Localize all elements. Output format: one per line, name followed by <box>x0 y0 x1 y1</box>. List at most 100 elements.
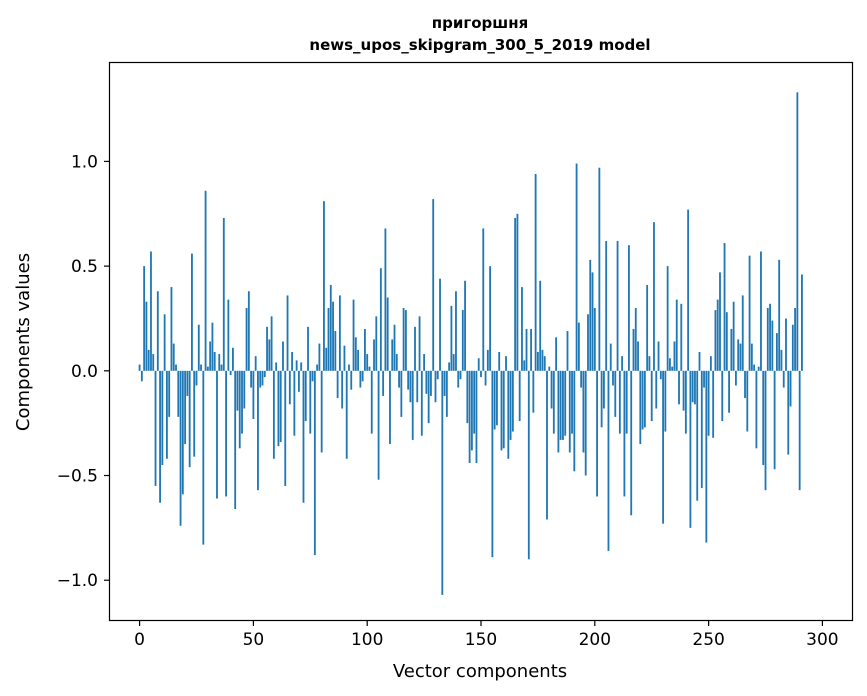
bar <box>439 278 441 371</box>
bar <box>582 370 585 453</box>
bar <box>432 199 435 371</box>
bar <box>441 370 444 595</box>
bar <box>300 362 303 371</box>
bar <box>286 295 289 371</box>
bar <box>600 370 603 428</box>
bar <box>150 251 152 371</box>
bar <box>143 266 146 371</box>
bar <box>298 370 300 392</box>
bar <box>373 339 375 371</box>
bar <box>773 370 776 470</box>
bar <box>678 370 680 405</box>
bar <box>350 370 353 390</box>
bar <box>334 331 337 371</box>
bar <box>486 349 489 371</box>
bar <box>653 222 655 371</box>
y-tick-label: 0.5 <box>71 257 98 277</box>
bar <box>632 328 635 371</box>
bar <box>662 370 664 524</box>
bar <box>769 303 771 371</box>
bar <box>411 370 414 440</box>
bar <box>755 370 758 449</box>
bar <box>500 370 503 451</box>
bar <box>379 268 382 371</box>
bar <box>598 167 601 371</box>
bar <box>659 370 662 380</box>
bar <box>400 370 403 417</box>
bar <box>521 287 523 371</box>
bar <box>741 295 744 371</box>
bar <box>295 360 298 371</box>
bar <box>709 356 712 371</box>
bar <box>175 364 177 371</box>
bar <box>443 370 446 396</box>
bar <box>664 370 667 432</box>
bar <box>275 362 278 371</box>
bar <box>782 370 785 388</box>
bar <box>140 370 143 382</box>
bar <box>723 243 726 371</box>
y-axis-ticks: −1.0 −0.5 0.0 0.5 1.0 <box>57 152 110 591</box>
bar <box>345 370 348 459</box>
bar <box>507 370 510 459</box>
bar <box>316 364 319 371</box>
bar <box>534 173 537 371</box>
bar <box>418 316 421 371</box>
bar <box>539 280 542 371</box>
bar <box>764 370 767 491</box>
bar <box>377 370 380 480</box>
bar <box>466 370 469 424</box>
bar <box>589 259 592 371</box>
bar <box>516 213 519 371</box>
bar <box>737 339 740 371</box>
bar <box>785 318 787 371</box>
bar <box>200 364 202 371</box>
plot-frame <box>108 61 854 622</box>
bar <box>541 349 544 371</box>
bar <box>571 370 573 434</box>
bar <box>475 370 478 463</box>
bar <box>420 370 423 436</box>
bar <box>455 291 457 371</box>
bar <box>445 370 448 417</box>
bar <box>250 370 253 388</box>
bar <box>748 255 751 371</box>
bar <box>789 370 792 407</box>
bar <box>272 370 275 459</box>
bar <box>414 326 416 371</box>
x-tick-label: 0 <box>134 630 145 650</box>
bar <box>552 370 555 434</box>
bar <box>391 339 394 371</box>
bars-group <box>138 92 803 595</box>
bar <box>389 370 391 445</box>
bar <box>309 370 312 434</box>
bar <box>791 324 794 371</box>
bar <box>616 240 619 371</box>
bar <box>393 324 396 371</box>
bar <box>357 349 359 371</box>
bar <box>307 326 309 371</box>
bar <box>154 370 157 486</box>
bar <box>666 266 669 371</box>
bar <box>254 356 257 371</box>
bar <box>450 305 453 371</box>
bar <box>327 308 330 371</box>
bar <box>325 347 328 371</box>
bar <box>573 370 576 472</box>
bar <box>527 370 530 560</box>
bar <box>596 370 598 497</box>
bar <box>566 331 569 371</box>
bar <box>707 370 710 436</box>
bar <box>268 339 271 371</box>
bar <box>794 308 797 371</box>
bar <box>459 370 462 380</box>
bar <box>284 370 287 486</box>
bar <box>775 333 778 371</box>
bar <box>762 370 765 466</box>
bar <box>559 370 562 440</box>
bar <box>650 370 653 422</box>
bar <box>163 314 166 371</box>
bar <box>404 310 407 371</box>
bar <box>375 316 378 371</box>
